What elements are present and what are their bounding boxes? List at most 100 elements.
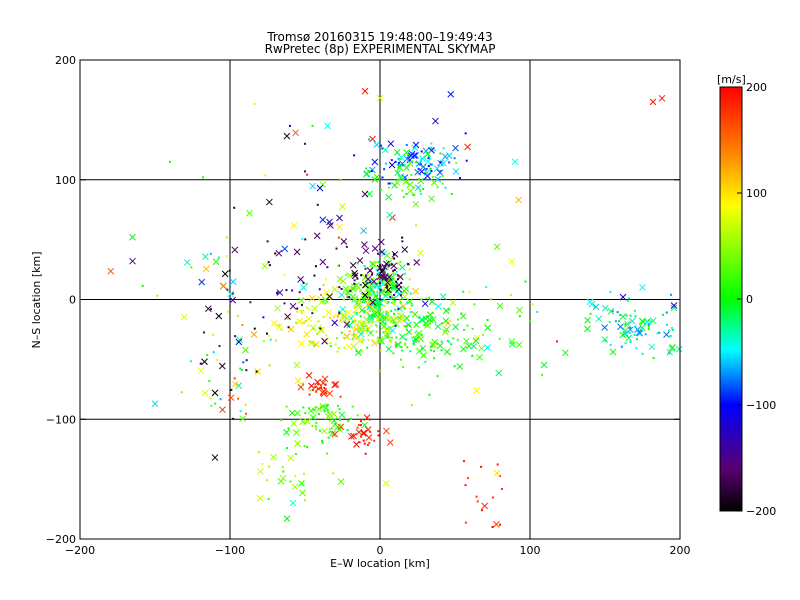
data-point-dot (339, 179, 342, 182)
data-point-x (320, 387, 328, 395)
data-point-dot (257, 451, 260, 454)
data-point-dot (425, 178, 428, 181)
data-point-x (368, 166, 376, 174)
data-point-dot (629, 314, 632, 317)
data-point-dot (301, 382, 304, 385)
data-point-dot (338, 286, 341, 289)
data-point-x (276, 289, 284, 296)
data-point-dot (441, 175, 444, 178)
data-point-x (319, 216, 327, 224)
data-point-dot (399, 158, 402, 161)
data-point-dot (629, 326, 632, 329)
data-point-x (361, 87, 369, 95)
data-point-dot (371, 286, 374, 289)
data-point-dot (641, 352, 644, 355)
data-point-dot (390, 257, 393, 260)
data-point-dot (242, 361, 245, 364)
data-point-dot (429, 167, 432, 170)
data-point-dot (486, 318, 489, 321)
data-point-dot (370, 273, 373, 276)
data-point-dot (329, 345, 332, 348)
data-point-dot (227, 310, 230, 313)
data-point-x (325, 293, 332, 301)
data-point-dot (314, 385, 317, 388)
data-point-dot (304, 142, 306, 145)
data-point-dot (524, 280, 527, 283)
data-point-x (289, 499, 297, 507)
data-point-x (478, 344, 485, 352)
data-point-dot (313, 344, 316, 347)
data-point-x (449, 299, 457, 307)
data-point-dot (462, 290, 465, 293)
data-point-x (303, 330, 311, 338)
data-point-dot (399, 301, 402, 304)
data-point-dot (357, 423, 360, 426)
data-point-dot (467, 477, 470, 480)
data-point-dot (436, 186, 439, 189)
data-point-x (436, 169, 444, 177)
data-point-x (443, 326, 450, 333)
data-point-dot (658, 331, 661, 334)
data-point-dot (412, 343, 415, 346)
data-point-x (417, 249, 424, 257)
data-point-dot (280, 328, 283, 331)
data-point-dot (304, 238, 307, 241)
data-point-dot (219, 398, 222, 401)
data-point-x (386, 439, 394, 446)
data-point-dot (312, 327, 315, 330)
data-point-dot (468, 291, 471, 294)
data-point-x (442, 317, 450, 325)
data-point-dot (361, 323, 364, 326)
data-point-dot (415, 224, 418, 227)
data-point-x (384, 279, 392, 286)
data-point-dot (342, 298, 345, 301)
data-point-dot (346, 296, 349, 299)
data-point-x (508, 340, 516, 348)
data-point-x (107, 267, 115, 275)
data-point-x (242, 346, 249, 354)
data-point-dot (647, 323, 650, 326)
data-point-dot (375, 268, 378, 271)
data-point-dot (334, 343, 337, 346)
data-point-dot (476, 500, 479, 503)
data-point-dot (397, 274, 400, 277)
data-point-x (495, 369, 503, 377)
data-point-dot (302, 472, 305, 475)
data-point-dot (316, 203, 319, 206)
data-point-dot (392, 253, 395, 256)
data-point-dot (309, 389, 312, 392)
data-point-x (346, 271, 354, 279)
data-point-dot (345, 245, 348, 248)
data-point-dot (368, 291, 371, 294)
data-point-dot (283, 273, 286, 276)
data-point-x (663, 331, 670, 339)
data-point-dot (440, 349, 443, 352)
data-point-dot (385, 162, 388, 165)
data-point-dot (420, 157, 423, 160)
data-point-dot (340, 287, 343, 290)
data-point-dot (359, 435, 362, 438)
data-point-dot (471, 354, 474, 357)
data-point-x (411, 144, 419, 152)
data-point-dot (376, 325, 379, 328)
data-point-dot (370, 170, 373, 173)
data-point-dot (417, 337, 420, 340)
data-point-dot (626, 299, 629, 302)
data-point-dot (496, 463, 499, 466)
data-point-dot (635, 338, 638, 341)
data-point-dot (361, 300, 364, 303)
data-point-x (418, 168, 426, 175)
data-point-dot (315, 421, 318, 424)
data-point-x (309, 414, 317, 421)
data-point-dot (406, 262, 409, 265)
data-point-dot (334, 313, 337, 316)
data-point-dot (236, 314, 239, 317)
data-point-dot (298, 291, 301, 294)
data-point-x (364, 275, 372, 283)
data-point-dot (628, 331, 631, 334)
data-point-dot (670, 326, 673, 329)
data-point-x (472, 337, 480, 345)
data-point-x (371, 158, 379, 166)
data-point-dot (375, 324, 378, 327)
data-point-dot (528, 320, 531, 323)
